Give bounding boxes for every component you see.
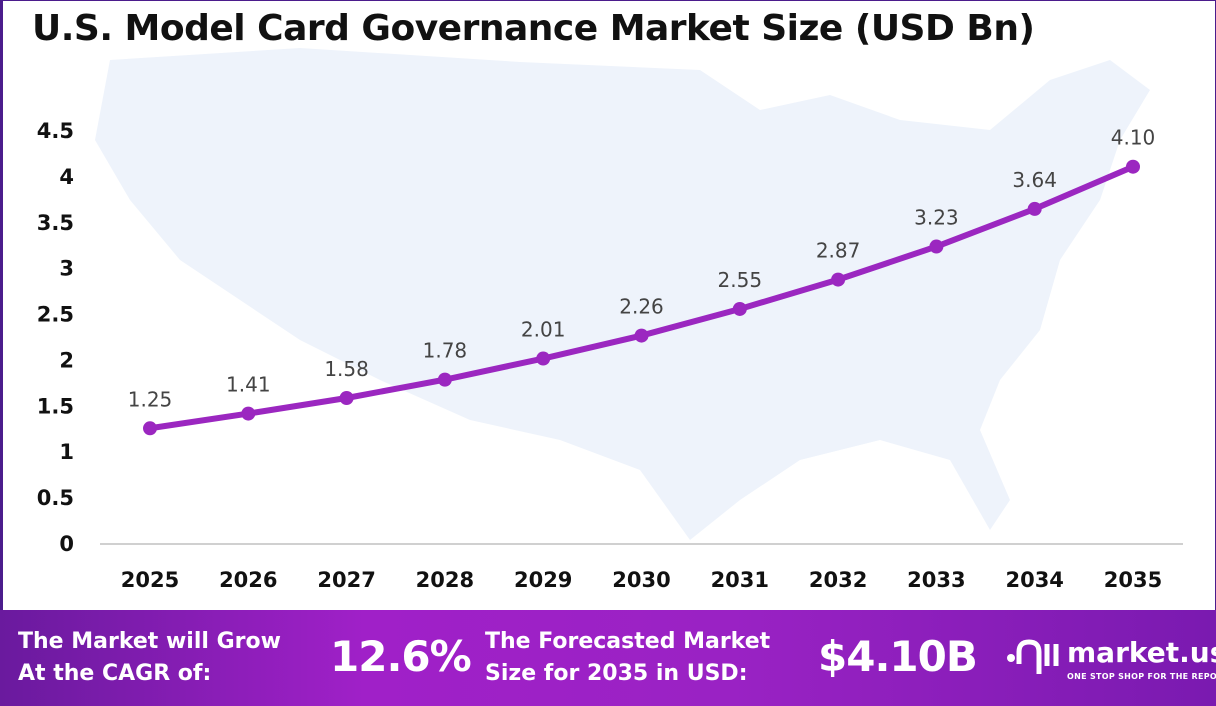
y-tick-label: 4 — [59, 165, 74, 189]
logo-mark-icon — [1007, 639, 1059, 674]
y-tick-label: 0 — [59, 532, 74, 556]
x-tick-label: 2035 — [1104, 568, 1162, 592]
forecast-label-line2: Size for 2035 in USD: — [485, 661, 748, 686]
cagr-label-line1: The Market will Grow — [18, 629, 281, 654]
x-tick-label: 2030 — [612, 568, 670, 592]
chart: 0 0.5 1 1.5 2 2.5 3 3.5 4 4.5 2025 2026 2027 2028 202… — [37, 48, 1183, 592]
data-label: 3.23 — [914, 206, 959, 230]
logo-name: market.us — [1067, 636, 1216, 669]
data-label: 4.10 — [1111, 126, 1156, 150]
us-map-silhouette — [95, 48, 1150, 540]
data-label: 1.41 — [226, 373, 271, 397]
data-label: 1.25 — [128, 387, 173, 411]
data-label: 3.64 — [1012, 168, 1057, 192]
data-point — [437, 372, 452, 387]
x-tick-label: 2025 — [121, 568, 179, 592]
x-tick-label: 2027 — [317, 568, 375, 592]
data-point — [929, 239, 944, 254]
data-label: 1.58 — [324, 357, 369, 381]
cagr-label-line2: At the CAGR of: — [18, 661, 212, 686]
data-point — [241, 406, 256, 421]
data-point — [634, 328, 649, 343]
y-tick-label: 3.5 — [37, 211, 74, 235]
data-point — [732, 301, 747, 316]
y-tick-label: 0.5 — [37, 486, 74, 510]
x-tick-label: 2031 — [711, 568, 769, 592]
x-tick-label: 2033 — [907, 568, 965, 592]
forecast-value: $4.10B — [818, 632, 978, 681]
forecast-label-line1: The Forecasted Market — [485, 629, 771, 654]
x-tick-label: 2029 — [514, 568, 572, 592]
y-tick-label: 4.5 — [37, 119, 74, 143]
logo-tagline: ONE STOP SHOP FOR THE REPORTS — [1067, 672, 1216, 681]
footer-banner: The Market will Grow At the CAGR of: 12.… — [0, 610, 1216, 706]
data-label: 2.87 — [816, 239, 861, 263]
x-tick-label: 2028 — [416, 568, 474, 592]
cagr-label: The Market will Grow At the CAGR of: — [18, 626, 281, 690]
y-tick-label: 1.5 — [37, 394, 74, 418]
data-point — [339, 390, 354, 405]
data-label: 2.26 — [619, 295, 664, 319]
y-tick-label: 2.5 — [37, 303, 74, 327]
cagr-value: 12.6% — [330, 632, 472, 681]
y-tick-label: 2 — [59, 348, 74, 372]
forecast-label: The Forecasted Market Size for 2035 in U… — [485, 626, 770, 690]
data-point — [536, 351, 551, 366]
data-label: 2.55 — [718, 268, 763, 292]
x-tick-label: 2026 — [219, 568, 277, 592]
data-point — [143, 421, 157, 436]
data-point — [1027, 201, 1042, 216]
y-tick-label: 1 — [59, 440, 74, 464]
x-tick-label: 2032 — [809, 568, 867, 592]
market-us-logo: market.us ONE STOP SHOP FOR THE REPORTS — [1005, 634, 1216, 684]
data-point — [1126, 159, 1140, 174]
y-tick-label: 3 — [59, 257, 74, 281]
x-tick-label: 2034 — [1005, 568, 1063, 592]
data-label: 2.01 — [521, 318, 566, 342]
chart-title: U.S. Model Card Governance Market Size (… — [32, 8, 1035, 49]
data-label: 1.78 — [423, 339, 468, 363]
data-point — [831, 272, 846, 287]
